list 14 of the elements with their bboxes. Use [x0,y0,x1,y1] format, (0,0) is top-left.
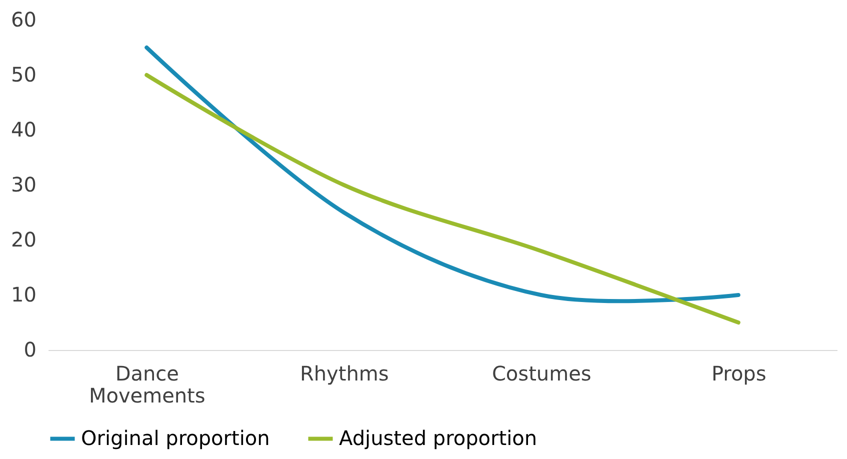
x-tick-label: Dance Movements [88,362,206,408]
line-series [144,73,740,324]
x-tick-label: Costumes [492,362,592,386]
legend-label: Original proportion [81,426,270,450]
y-tick-label: 0 [24,338,36,362]
y-tick-label: 10 [11,282,36,306]
x-tick-label: Props [711,362,766,386]
y-tick-label: 20 [11,228,36,252]
y-tick-label: 60 [11,8,36,32]
y-tick-label: 40 [11,118,36,142]
x-tick-label: Rhythms [300,362,389,386]
y-tick-label: 50 [11,62,36,86]
legend-label: Adjusted proportion [339,426,538,450]
y-tick-label: 30 [11,172,36,196]
